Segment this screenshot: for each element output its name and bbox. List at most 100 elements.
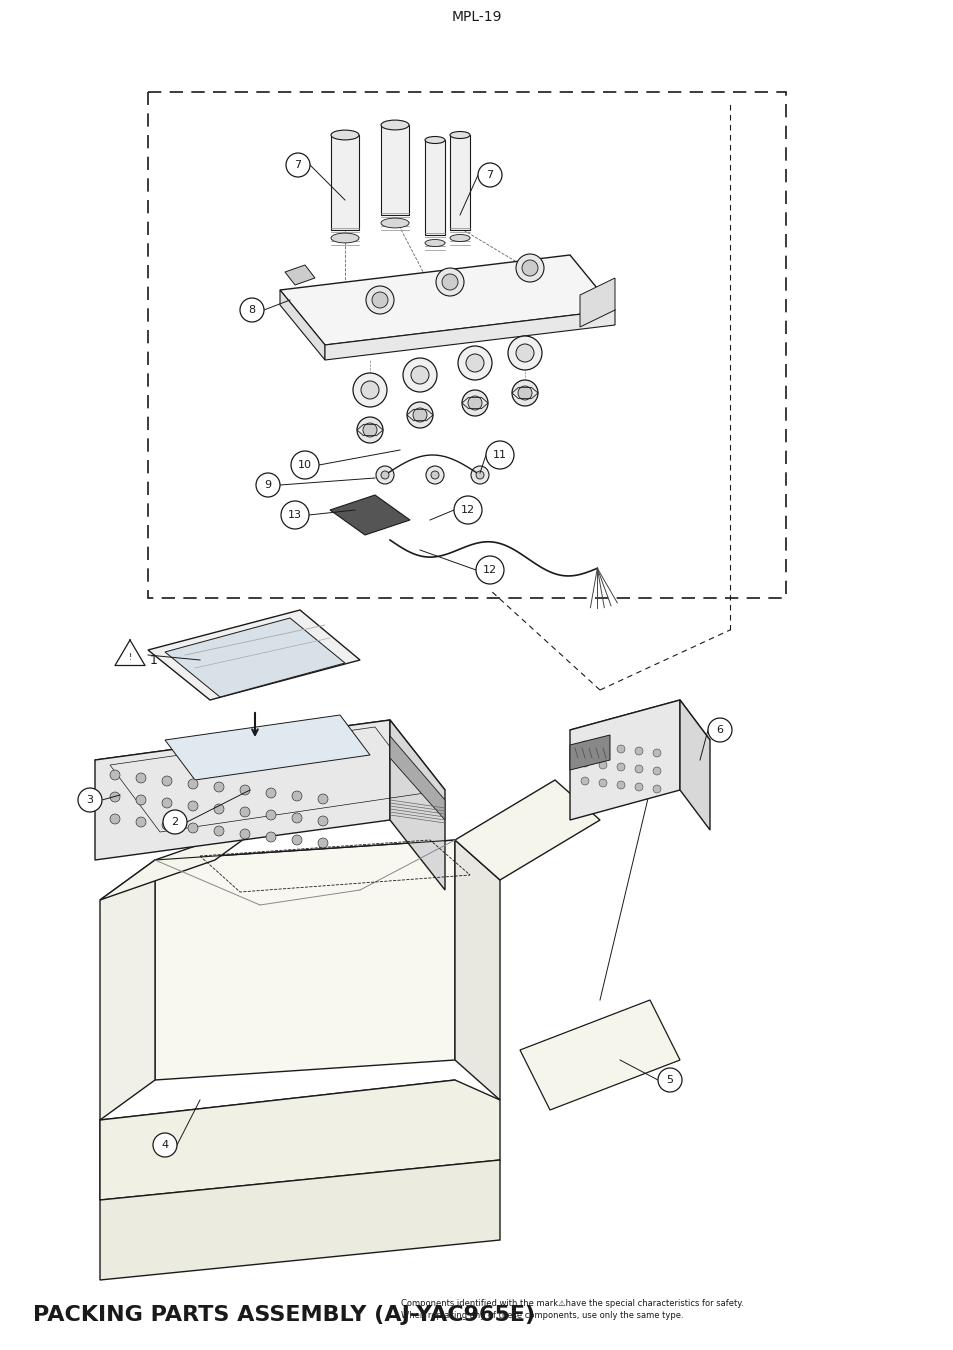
Polygon shape	[148, 610, 359, 701]
Circle shape	[471, 466, 489, 485]
Circle shape	[431, 471, 438, 479]
Circle shape	[266, 810, 275, 819]
Circle shape	[652, 749, 660, 757]
Circle shape	[372, 292, 388, 308]
Circle shape	[162, 798, 172, 809]
Ellipse shape	[380, 219, 409, 228]
Circle shape	[213, 782, 224, 792]
Circle shape	[292, 836, 302, 845]
Circle shape	[441, 274, 457, 290]
Circle shape	[402, 358, 436, 391]
Circle shape	[476, 471, 483, 479]
Polygon shape	[424, 140, 444, 235]
Polygon shape	[100, 819, 270, 900]
Circle shape	[266, 788, 275, 798]
Circle shape	[617, 745, 624, 753]
Circle shape	[517, 386, 532, 400]
Circle shape	[292, 813, 302, 823]
Circle shape	[356, 417, 382, 443]
Polygon shape	[100, 1080, 499, 1200]
Polygon shape	[579, 278, 615, 327]
Circle shape	[240, 807, 250, 817]
Circle shape	[380, 471, 389, 479]
Circle shape	[617, 782, 624, 788]
Ellipse shape	[450, 235, 470, 242]
Polygon shape	[100, 860, 154, 1120]
Circle shape	[658, 1068, 681, 1092]
Polygon shape	[100, 1080, 455, 1200]
Polygon shape	[330, 495, 410, 535]
Polygon shape	[100, 1160, 499, 1280]
Ellipse shape	[380, 120, 409, 130]
Polygon shape	[165, 716, 370, 780]
Circle shape	[507, 336, 541, 370]
Ellipse shape	[450, 131, 470, 139]
Polygon shape	[165, 618, 345, 697]
Circle shape	[110, 769, 120, 780]
Text: 5: 5	[666, 1075, 673, 1085]
Circle shape	[375, 466, 394, 485]
Circle shape	[163, 810, 187, 834]
Circle shape	[292, 791, 302, 801]
Circle shape	[635, 747, 642, 755]
Polygon shape	[390, 736, 444, 819]
Circle shape	[652, 767, 660, 775]
Circle shape	[213, 805, 224, 814]
Text: MPL-19: MPL-19	[452, 11, 501, 24]
Circle shape	[635, 765, 642, 774]
Circle shape	[580, 741, 588, 749]
Circle shape	[407, 402, 433, 428]
Bar	[148, 92, 785, 598]
Ellipse shape	[331, 130, 358, 140]
Ellipse shape	[331, 234, 358, 243]
Text: 4: 4	[161, 1139, 169, 1150]
Polygon shape	[519, 1000, 679, 1110]
Polygon shape	[285, 265, 314, 285]
Circle shape	[353, 373, 387, 406]
Circle shape	[521, 261, 537, 275]
Circle shape	[516, 254, 543, 282]
Polygon shape	[455, 780, 599, 880]
Circle shape	[454, 495, 481, 524]
Text: 2: 2	[172, 817, 178, 828]
Polygon shape	[569, 701, 709, 769]
Circle shape	[152, 1133, 177, 1157]
Circle shape	[291, 451, 318, 479]
Text: 10: 10	[297, 460, 312, 470]
Circle shape	[580, 778, 588, 784]
Circle shape	[266, 832, 275, 842]
Circle shape	[465, 354, 483, 373]
Text: 13: 13	[288, 510, 302, 520]
Circle shape	[436, 269, 463, 296]
Circle shape	[136, 817, 146, 828]
Polygon shape	[280, 255, 615, 346]
Polygon shape	[569, 734, 609, 770]
Circle shape	[707, 718, 731, 743]
Circle shape	[477, 163, 501, 188]
Circle shape	[580, 759, 588, 767]
Polygon shape	[95, 720, 390, 860]
Circle shape	[78, 788, 102, 811]
Circle shape	[110, 814, 120, 824]
Circle shape	[617, 763, 624, 771]
Polygon shape	[280, 290, 325, 360]
Polygon shape	[331, 135, 358, 230]
Circle shape	[598, 761, 606, 770]
Polygon shape	[455, 840, 499, 1100]
Circle shape	[598, 743, 606, 751]
Circle shape	[476, 556, 503, 585]
Circle shape	[461, 390, 488, 416]
Circle shape	[213, 826, 224, 836]
Text: 9: 9	[264, 481, 272, 490]
Circle shape	[363, 423, 376, 437]
Circle shape	[512, 379, 537, 406]
Circle shape	[317, 815, 328, 826]
Polygon shape	[390, 720, 444, 890]
Circle shape	[652, 784, 660, 792]
Text: 12: 12	[482, 566, 497, 575]
Circle shape	[281, 501, 309, 529]
Circle shape	[366, 286, 394, 315]
Circle shape	[136, 795, 146, 805]
Circle shape	[188, 801, 198, 811]
Polygon shape	[154, 840, 455, 1080]
